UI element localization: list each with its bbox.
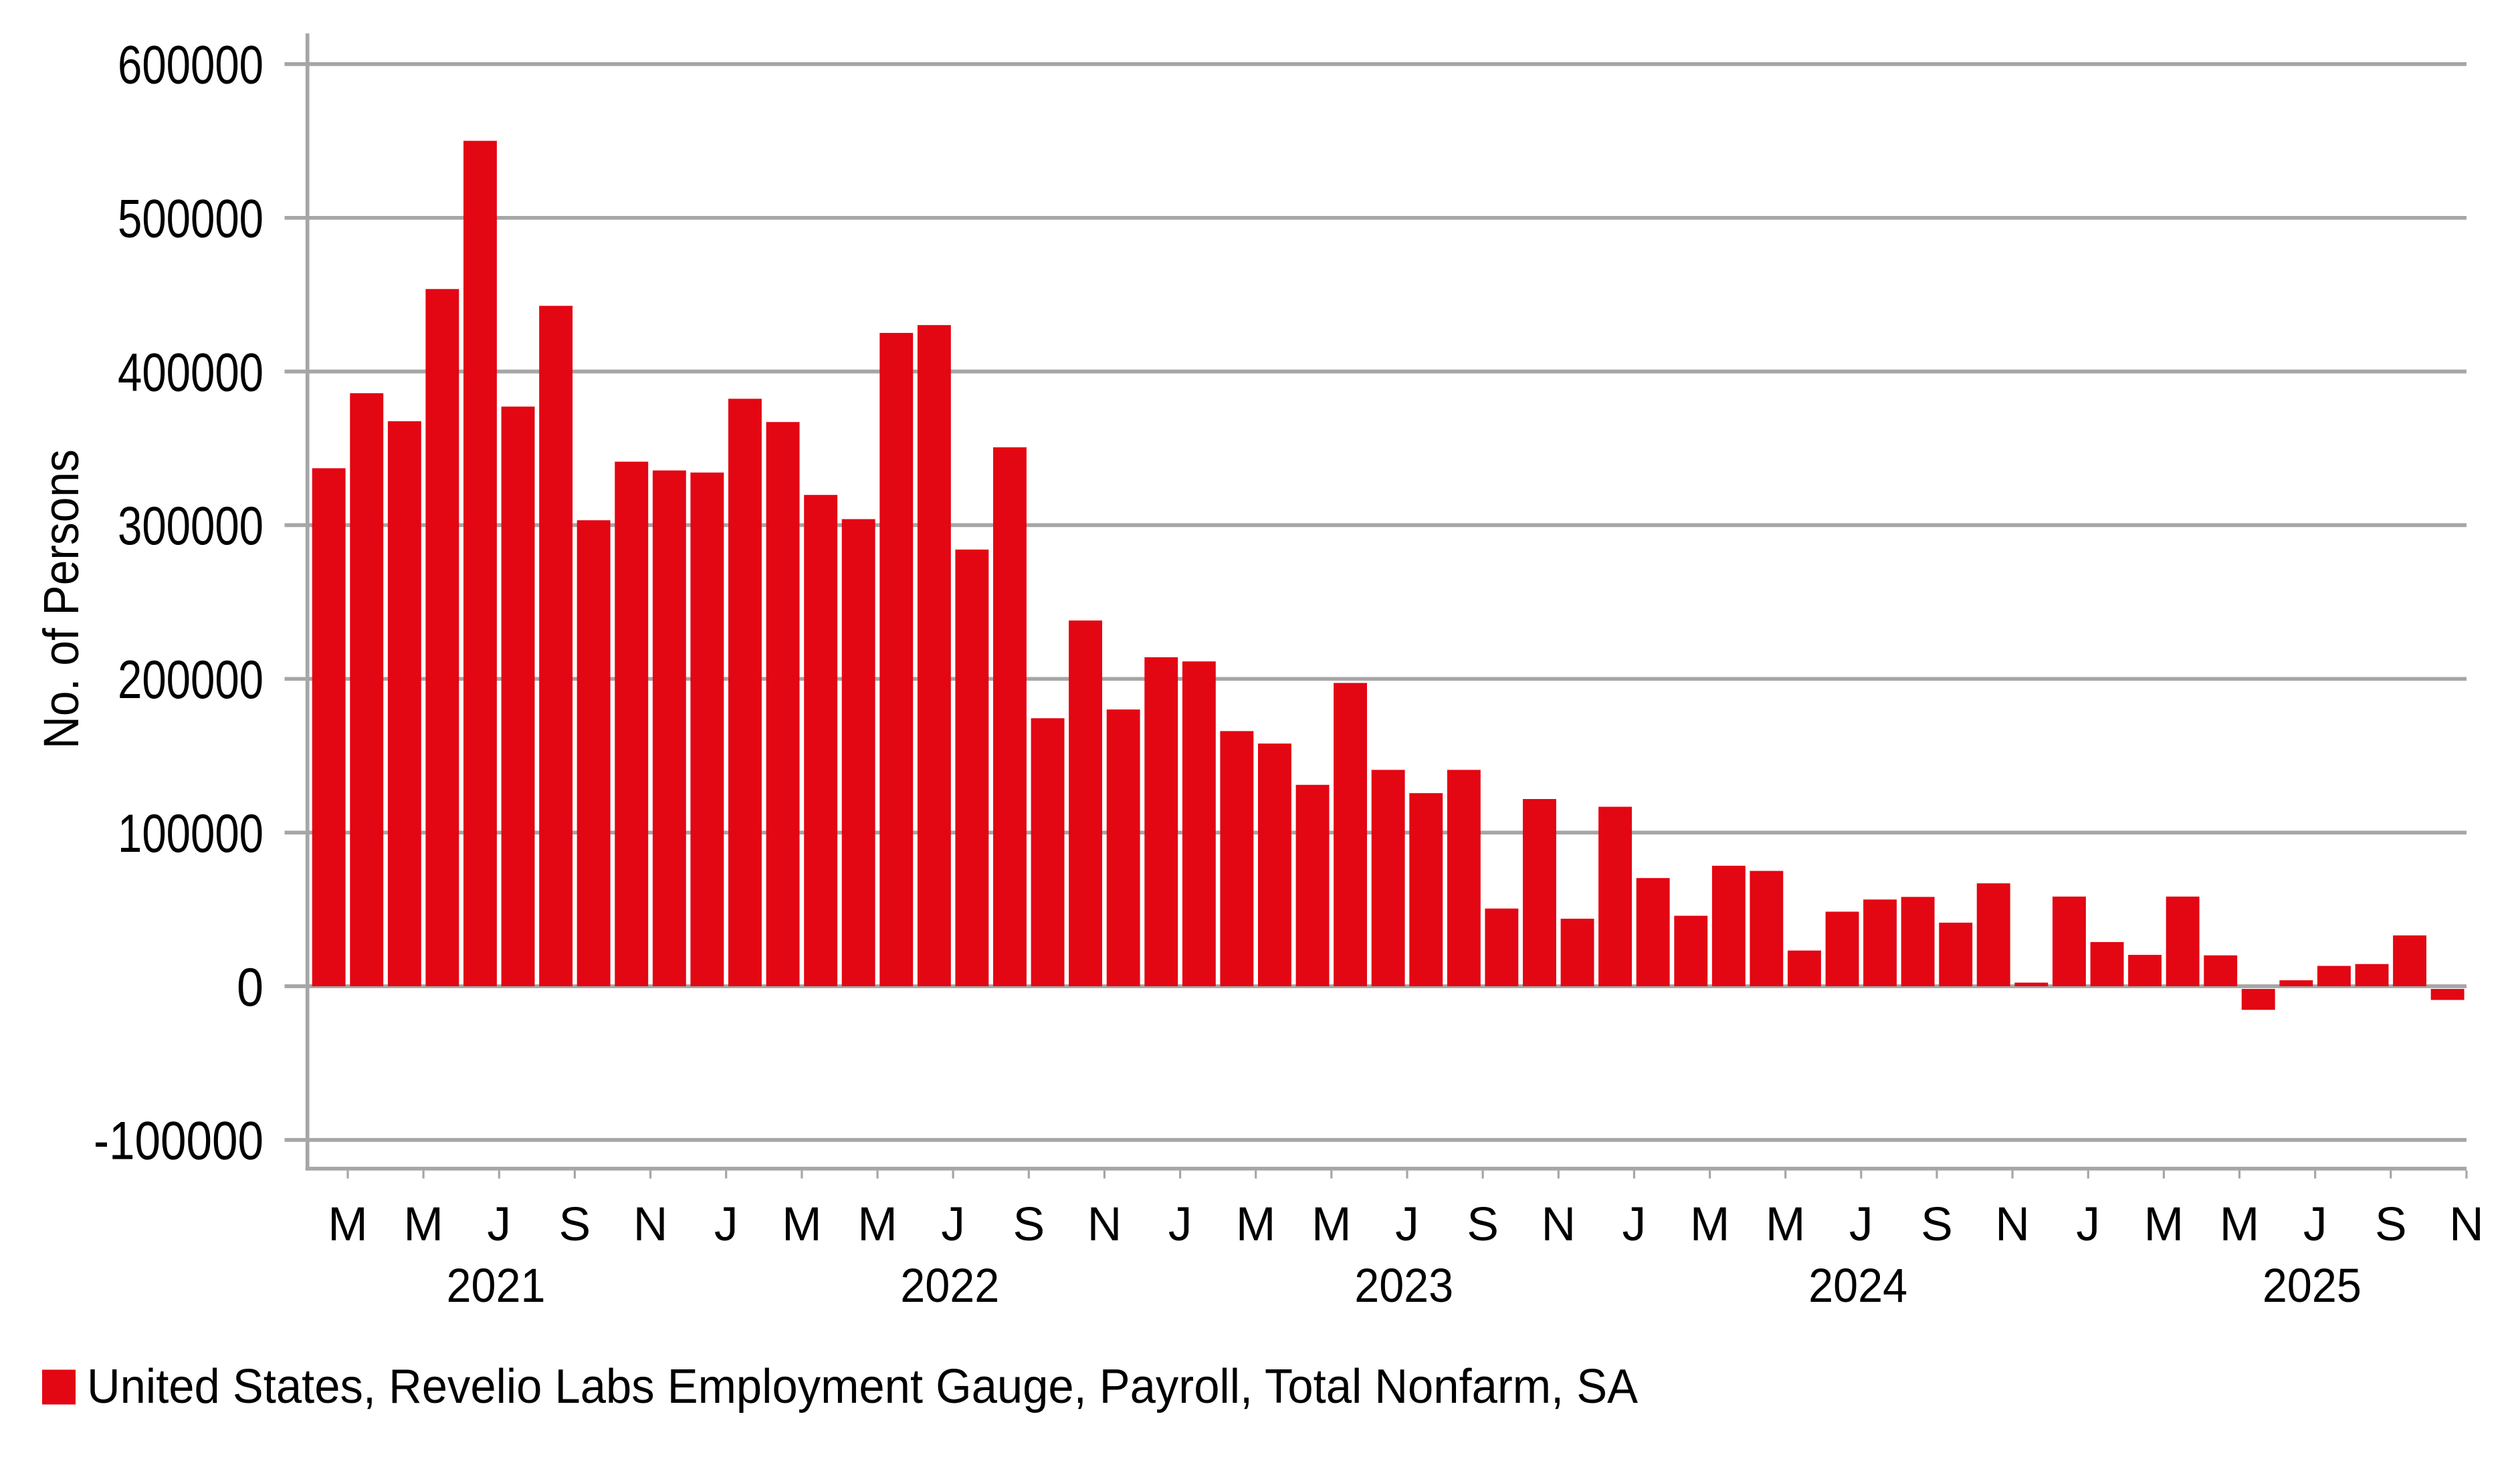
svg-text:United States, Revelio Labs Em: United States, Revelio Labs Employment G… <box>87 1359 1639 1413</box>
svg-text:N: N <box>1995 1198 2030 1251</box>
svg-text:400000: 400000 <box>118 342 264 403</box>
svg-text:N: N <box>633 1198 668 1251</box>
svg-text:M: M <box>328 1198 368 1251</box>
svg-text:M: M <box>2220 1198 2260 1251</box>
svg-text:600000: 600000 <box>118 35 264 96</box>
svg-text:2022: 2022 <box>900 1259 999 1313</box>
svg-text:S: S <box>559 1198 591 1251</box>
svg-text:M: M <box>403 1198 443 1251</box>
svg-text:M: M <box>2144 1198 2184 1251</box>
svg-text:J: J <box>1168 1198 1192 1251</box>
svg-text:M: M <box>1766 1198 1806 1251</box>
svg-text:2023: 2023 <box>1354 1259 1453 1313</box>
svg-text:J: J <box>2303 1198 2327 1251</box>
svg-text:S: S <box>1921 1198 1953 1251</box>
svg-text:S: S <box>2375 1198 2407 1251</box>
svg-text:0: 0 <box>237 957 264 1018</box>
svg-text:J: J <box>1849 1198 1873 1251</box>
svg-text:J: J <box>1395 1198 1419 1251</box>
svg-text:J: J <box>487 1198 511 1251</box>
svg-text:100000: 100000 <box>118 804 264 864</box>
svg-text:S: S <box>1467 1198 1499 1251</box>
svg-text:500000: 500000 <box>118 189 264 249</box>
svg-text:M: M <box>1311 1198 1352 1251</box>
svg-text:J: J <box>1622 1198 1647 1251</box>
svg-text:M: M <box>857 1198 898 1251</box>
svg-text:No. of Persons: No. of Persons <box>33 449 89 749</box>
svg-text:J: J <box>714 1198 738 1251</box>
svg-text:J: J <box>941 1198 965 1251</box>
svg-text:M: M <box>1690 1198 1730 1251</box>
svg-text:M: M <box>782 1198 822 1251</box>
svg-text:N: N <box>2449 1198 2484 1251</box>
svg-text:2024: 2024 <box>1808 1259 1907 1313</box>
svg-text:2021: 2021 <box>447 1259 546 1313</box>
svg-text:M: M <box>1236 1198 1276 1251</box>
svg-text:S: S <box>1013 1198 1045 1251</box>
svg-text:N: N <box>1087 1198 1122 1251</box>
svg-text:200000: 200000 <box>118 650 264 710</box>
svg-text:-100000: -100000 <box>94 1111 264 1171</box>
svg-text:N: N <box>1541 1198 1576 1251</box>
svg-text:2025: 2025 <box>2263 1259 2361 1313</box>
svg-text:J: J <box>2076 1198 2100 1251</box>
svg-text:300000: 300000 <box>118 496 264 556</box>
